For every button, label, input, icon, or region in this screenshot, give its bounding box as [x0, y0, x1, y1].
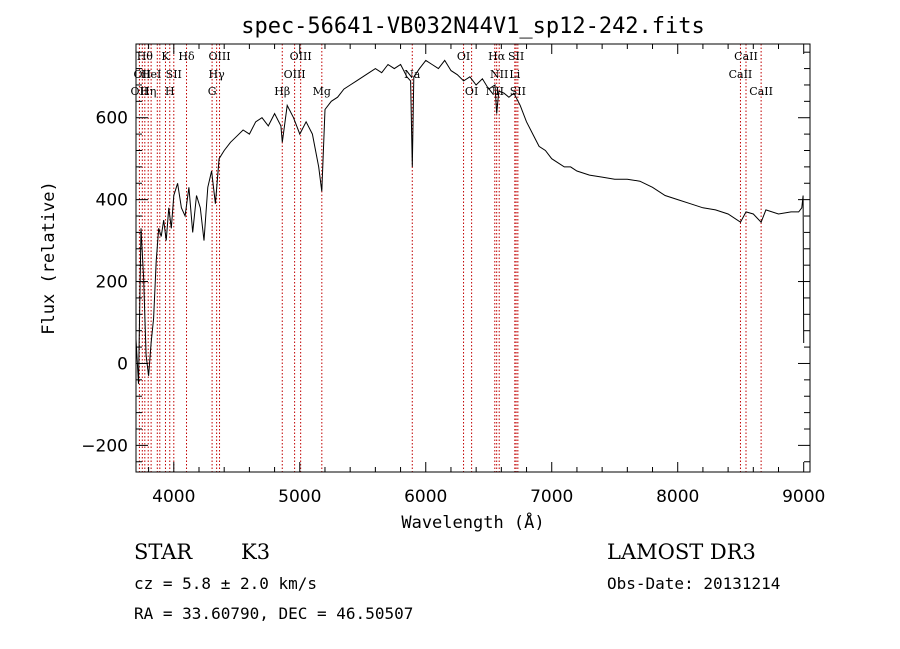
line-marker-label: NII — [490, 68, 508, 81]
redshift-cz: cz = 5.8 ± 2.0 km/s — [134, 574, 318, 593]
observation-date: Obs-Date: 20131214 — [607, 574, 781, 593]
line-marker-label: OII — [131, 85, 149, 98]
line-marker-label: Hδ — [178, 50, 195, 63]
y-axis-ticks: −200 0 200 400 600 — [81, 51, 810, 463]
line-marker-label: OIII — [290, 50, 312, 63]
object-subclass: K3 — [241, 540, 271, 564]
line-marker-label: K — [161, 50, 170, 63]
line-marker-label: H — [165, 85, 175, 98]
line-marker-label: Hα — [488, 50, 506, 63]
y-tick-label: 200 — [96, 273, 128, 293]
line-marker-label: CaII — [729, 68, 753, 81]
x-axis-ticks: 4000 5000 6000 7000 8000 9000 — [148, 44, 825, 507]
x-tick-label: 4000 — [152, 487, 195, 507]
spectrum-line — [135, 59, 805, 384]
y-tick-label: 600 — [96, 109, 128, 129]
x-tick-label: 7000 — [530, 487, 573, 507]
line-marker-label: OIII — [208, 50, 230, 63]
line-marker-label: OII — [133, 68, 151, 81]
line-marker-label: HeI — [141, 68, 161, 81]
y-tick-label: 0 — [117, 354, 128, 374]
plot-frame — [135, 43, 811, 473]
line-marker-label: Hβ — [274, 85, 290, 98]
line-marker-label: Li — [509, 68, 520, 81]
x-axis-label: Wavelength (Å) — [401, 511, 544, 533]
survey-name: LAMOST DR3 — [607, 540, 756, 564]
y-axis-label: Flux (relative) — [39, 181, 59, 335]
line-marker-label: Hθ — [137, 50, 154, 63]
line-marker-label: CaII — [749, 85, 773, 98]
line-marker-label: Mg — [313, 85, 331, 98]
x-tick-label: 8000 — [656, 487, 699, 507]
line-marker-label: OI — [465, 85, 478, 98]
line-marker-label: G — [208, 85, 217, 98]
x-tick-label: 9000 — [782, 487, 825, 507]
x-tick-label: 5000 — [278, 487, 321, 507]
line-marker-label: OI — [457, 50, 470, 63]
line-marker-label: CaII — [734, 50, 758, 63]
line-marker-label: Hγ — [209, 68, 226, 81]
line-marker-label: SII — [508, 50, 524, 63]
spectral-line-markers — [138, 44, 762, 472]
y-tick-label: −200 — [81, 436, 128, 456]
chart-title: spec-56641-VB032N44V1_sp12-242.fits — [241, 14, 705, 39]
object-class: STAR — [134, 540, 193, 564]
line-marker-label: SII — [166, 68, 182, 81]
coordinates: RA = 33.60790, DEC = 46.50507 — [134, 604, 414, 623]
line-marker-label: OIII — [284, 68, 306, 81]
y-tick-label: 400 — [96, 191, 128, 211]
line-marker-label: Hη — [140, 85, 156, 98]
x-tick-label: 6000 — [404, 487, 447, 507]
line-marker-label: SII — [510, 85, 526, 98]
